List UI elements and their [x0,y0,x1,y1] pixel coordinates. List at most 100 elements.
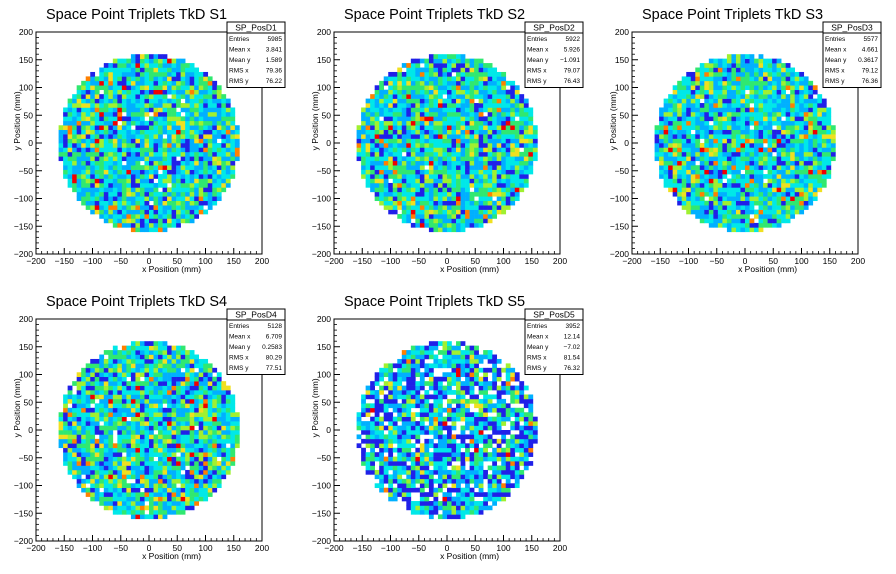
histogram-bin [117,376,123,382]
histogram-bin [144,345,150,351]
histogram-bin [162,58,168,64]
histogram-bin [745,107,750,113]
histogram-bin [76,120,82,126]
histogram-bin [681,160,687,166]
histogram-bin [496,129,502,135]
histogram-bin [501,196,507,202]
histogram-bin [776,191,782,197]
histogram-bin [419,129,425,135]
histogram-bin [144,398,150,404]
histogram-bin [514,111,520,117]
histogram-bin [492,98,498,104]
histogram-bin [686,94,692,99]
histogram-bin [492,143,498,148]
histogram-bin [465,165,470,170]
histogram-bin [442,129,448,135]
histogram-bin [428,67,434,73]
histogram-bin [451,134,457,139]
histogram-bin [465,94,470,99]
histogram-bin [803,134,809,139]
histogram-bin [442,218,448,224]
histogram-bin [510,165,516,170]
histogram-bin [167,116,172,122]
histogram-bin [428,76,434,82]
histogram-bin [212,129,218,135]
histogram-bin [735,76,741,82]
histogram-bin [130,67,136,73]
histogram-bin [501,98,507,104]
histogram-bin [198,178,204,184]
histogram-bin [130,89,136,95]
histogram-bin [103,425,109,431]
histogram-bin [776,187,782,193]
histogram-bin [749,107,755,113]
histogram-bin [216,196,222,202]
histogram-bin [212,191,218,197]
histogram-bin [162,98,168,104]
histogram-bin [90,103,96,108]
histogram-bin [135,474,141,480]
histogram-bin [117,447,123,453]
histogram-bin [176,505,181,511]
histogram-bin [99,174,105,179]
histogram-bin [379,125,385,130]
histogram-bin [103,196,109,202]
histogram-bin [167,496,172,502]
histogram-bin [415,165,421,170]
histogram-bin [108,478,114,484]
histogram-bin [437,138,443,144]
histogram-bin [167,456,172,462]
histogram-bin [781,89,786,95]
histogram-bin [221,116,227,122]
histogram-bin [121,509,127,515]
histogram-bin [117,218,123,224]
histogram-bin [158,98,163,104]
histogram-bin [817,116,823,122]
histogram-bin [447,138,452,144]
histogram-bin [90,452,96,457]
histogram-bin [103,461,109,466]
histogram-bin [63,461,68,466]
histogram-bin [149,474,154,480]
histogram-bin [72,394,77,400]
histogram-bin [144,461,150,466]
histogram-bin [81,407,87,413]
histogram-bin [410,85,416,91]
histogram-bin [153,147,159,153]
histogram-bin [419,134,425,139]
histogram-bin [198,160,204,166]
histogram-bin [519,165,525,170]
histogram-bin [153,465,159,471]
histogram-bin [130,425,136,431]
histogram-bin [478,111,484,117]
histogram-bin [81,89,87,95]
histogram-bin [817,103,823,108]
histogram-bin [158,103,163,108]
histogram-bin [361,120,366,126]
histogram-bin [717,98,723,104]
histogram-bin [135,425,141,431]
histogram-bin [722,94,728,99]
histogram-bin [708,165,714,170]
histogram-bin [735,174,741,179]
histogram-bin [167,487,172,493]
histogram-bin [180,345,186,351]
histogram-bin [149,85,154,91]
histogram-bin [523,160,529,166]
histogram-bin [717,116,723,122]
histogram-bin [456,151,461,157]
histogram-bin [460,160,466,166]
histogram-bin [99,443,105,449]
histogram-bin [460,209,466,215]
histogram-bin [162,390,168,395]
histogram-bin [659,156,664,162]
histogram-bin [76,381,82,386]
histogram-bin [735,89,741,95]
histogram-bin [799,205,805,210]
histogram-bin [433,125,439,130]
histogram-bin [90,98,96,104]
histogram-bin [713,214,719,219]
histogram-bin [401,129,407,135]
histogram-bin [785,178,791,184]
histogram-bin [162,505,168,511]
